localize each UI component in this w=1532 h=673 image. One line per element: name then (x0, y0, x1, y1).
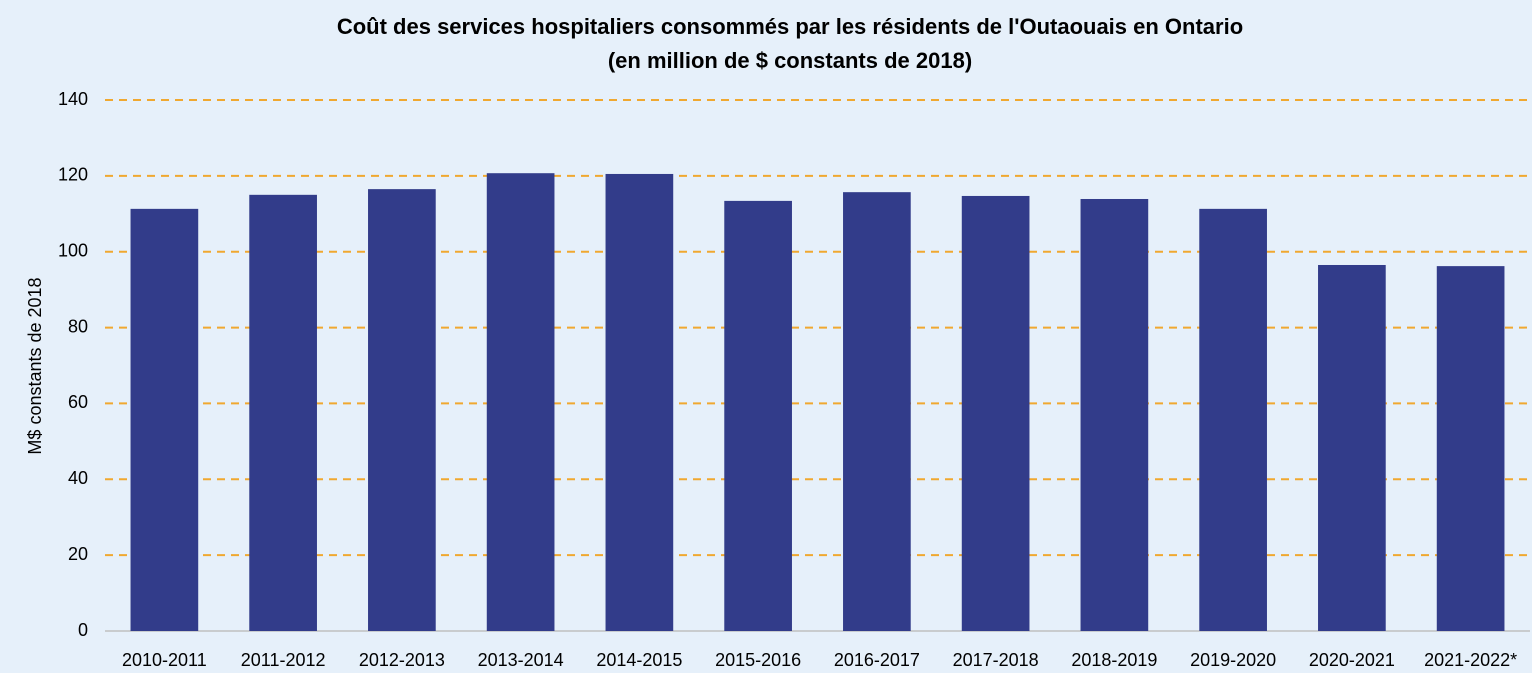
x-tick-label: 2010-2011 (122, 650, 207, 670)
bar (486, 173, 555, 631)
x-tick-label: 2018-2019 (1071, 650, 1157, 670)
bar (961, 195, 1030, 631)
x-tick-label: 2012-2013 (359, 650, 445, 670)
x-tick-label: 2017-2018 (953, 650, 1039, 670)
x-tick-label: 2013-2014 (478, 650, 564, 670)
x-tick-label: 2015-2016 (715, 650, 801, 670)
x-tick-label: 2021-2022* (1424, 650, 1517, 670)
bar (1318, 264, 1386, 631)
chart-title: Coût des services hospitaliers consommés… (337, 14, 1243, 39)
bar (1080, 198, 1149, 631)
x-tick-label: 2014-2015 (596, 650, 682, 670)
y-axis-label: M$ constants de 2018 (25, 277, 45, 454)
bar (249, 194, 317, 632)
y-tick-label: 140 (58, 89, 88, 109)
x-tick-label: 2016-2017 (834, 650, 920, 670)
bar (724, 200, 792, 631)
y-tick-label: 40 (68, 468, 88, 488)
y-tick-label: 120 (58, 165, 88, 185)
bar (1436, 266, 1505, 631)
x-tick-label: 2011-2012 (241, 650, 326, 670)
y-tick-label: 20 (68, 544, 88, 564)
x-tick-label: 2020-2021 (1309, 650, 1395, 670)
chart-subtitle: (en million de $ constants de 2018) (608, 48, 972, 73)
y-tick-label: 100 (58, 240, 88, 260)
bar (130, 208, 199, 632)
bar (1199, 208, 1267, 632)
x-tick-label: 2019-2020 (1190, 650, 1276, 670)
bar (605, 173, 674, 632)
y-tick-label: 0 (78, 620, 88, 640)
bar (843, 192, 911, 631)
y-tick-label: 60 (68, 392, 88, 412)
y-tick-label: 80 (68, 316, 88, 336)
bar (368, 189, 436, 631)
